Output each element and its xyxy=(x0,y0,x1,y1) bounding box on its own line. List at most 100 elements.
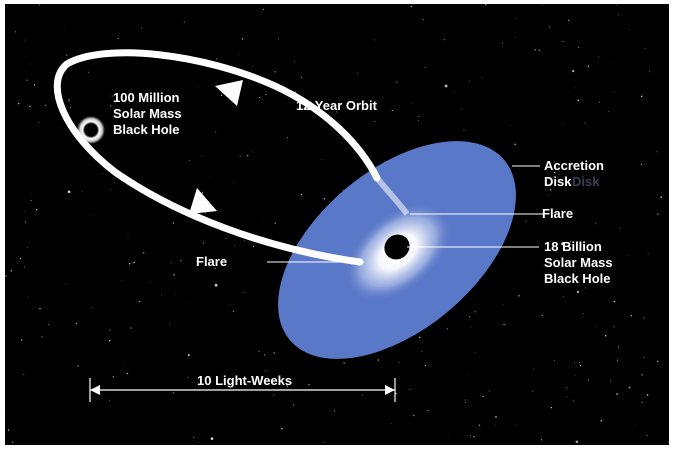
star xyxy=(263,8,264,10)
star xyxy=(468,316,471,318)
star xyxy=(251,151,253,153)
star xyxy=(574,87,576,89)
star xyxy=(239,155,241,157)
star xyxy=(121,279,123,281)
star xyxy=(261,221,263,223)
accretion-disk-label-line-1: Accretion xyxy=(544,158,604,173)
star xyxy=(215,131,217,133)
star xyxy=(613,300,616,303)
star xyxy=(41,335,43,338)
star xyxy=(563,296,565,298)
star xyxy=(514,424,516,425)
star xyxy=(577,99,580,102)
star xyxy=(419,336,421,338)
star xyxy=(558,174,560,175)
star xyxy=(595,223,597,225)
star xyxy=(286,385,288,387)
star xyxy=(422,19,424,20)
star xyxy=(63,29,65,31)
star xyxy=(193,436,195,438)
star xyxy=(161,294,162,296)
star xyxy=(221,94,223,96)
star xyxy=(657,360,659,363)
star xyxy=(541,4,543,5)
star xyxy=(81,191,83,193)
star xyxy=(274,70,276,73)
star xyxy=(33,84,36,86)
star xyxy=(514,143,516,146)
star xyxy=(644,47,646,49)
star xyxy=(409,389,411,390)
star xyxy=(552,213,554,214)
star xyxy=(66,54,68,56)
star xyxy=(273,352,275,354)
star xyxy=(30,200,32,202)
star xyxy=(201,155,203,157)
star xyxy=(634,424,636,426)
orbit-arrow-upper xyxy=(215,80,243,106)
star xyxy=(485,4,487,6)
small-black-hole-label-line-2: Solar Mass xyxy=(113,106,182,121)
star xyxy=(133,261,135,264)
star xyxy=(110,105,112,107)
star xyxy=(588,379,590,381)
star xyxy=(214,268,216,270)
star xyxy=(151,123,153,125)
star xyxy=(554,360,556,361)
star xyxy=(548,195,550,197)
star xyxy=(618,14,620,16)
star xyxy=(453,92,455,93)
star xyxy=(396,81,398,83)
star xyxy=(244,292,246,294)
small-black-hole-label-line-1: 100 Million xyxy=(113,90,180,105)
star xyxy=(209,175,211,177)
big-black-hole-label-line-1: 18 Billion xyxy=(544,239,602,254)
star xyxy=(471,327,472,328)
star xyxy=(323,198,326,200)
star xyxy=(391,109,393,112)
star xyxy=(660,196,662,198)
star xyxy=(197,442,199,444)
star xyxy=(582,313,584,314)
star xyxy=(427,409,429,412)
star xyxy=(112,376,114,378)
star xyxy=(509,125,511,126)
star xyxy=(587,65,590,67)
star xyxy=(413,414,415,417)
big-black-hole-label-line-2: Solar Mass xyxy=(544,255,613,270)
star xyxy=(24,266,25,268)
star xyxy=(91,306,93,308)
star xyxy=(473,435,475,438)
star xyxy=(274,222,276,224)
orbit-path xyxy=(53,49,381,266)
star xyxy=(342,189,344,191)
star xyxy=(464,399,466,401)
star xyxy=(668,441,669,443)
star xyxy=(123,363,125,365)
star xyxy=(187,301,188,303)
star xyxy=(19,258,22,260)
star xyxy=(225,238,227,239)
star xyxy=(126,372,129,375)
star xyxy=(562,124,564,126)
star xyxy=(641,374,643,376)
star xyxy=(12,441,14,443)
star xyxy=(29,63,30,65)
star xyxy=(159,112,162,114)
big-black-hole-label-line-3: Black Hole xyxy=(544,271,610,286)
star xyxy=(628,386,631,389)
star xyxy=(502,42,504,44)
orbit-arrow-lower xyxy=(189,188,217,214)
star xyxy=(187,354,190,357)
star xyxy=(463,129,465,131)
star xyxy=(482,395,484,398)
star xyxy=(172,392,174,394)
star xyxy=(554,171,556,174)
star xyxy=(584,122,586,124)
star xyxy=(246,155,249,157)
star xyxy=(410,5,412,8)
star xyxy=(657,213,659,215)
star xyxy=(647,252,649,254)
star xyxy=(67,190,71,194)
star xyxy=(252,65,254,67)
